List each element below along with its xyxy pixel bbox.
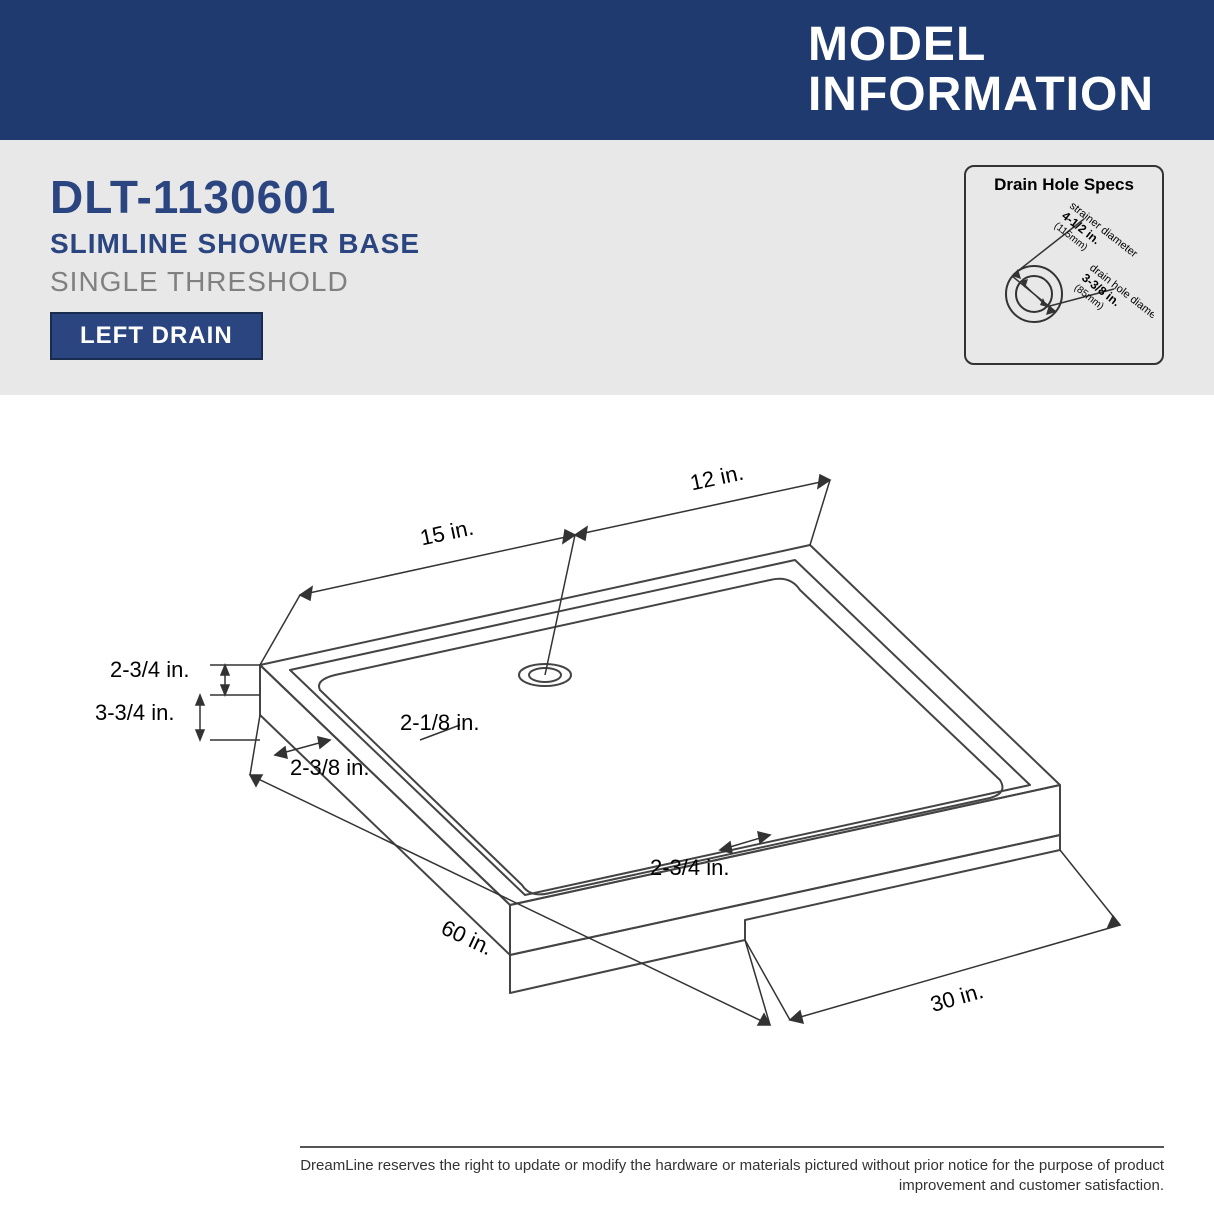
header-line2: INFORMATION: [808, 68, 1154, 121]
dim-3-3-4: 3-3/4 in.: [95, 700, 175, 726]
disclaimer-text: DreamLine reserves the right to update o…: [300, 1146, 1164, 1197]
drain-badge: LEFT DRAIN: [50, 312, 263, 360]
dim-2-3-4-front: 2-3/4 in.: [650, 855, 730, 881]
drain-spec-title: Drain Hole Specs: [974, 175, 1154, 195]
dim-2-3-8: 2-3/8 in.: [290, 755, 370, 781]
header-title: MODEL INFORMATION: [808, 20, 1154, 121]
header-band: MODEL INFORMATION: [0, 0, 1214, 140]
header-line1: MODEL: [808, 18, 986, 71]
drain-spec-box: Drain Hole Specs strainer diameter 4-1/2…: [964, 165, 1164, 365]
dim-2-1-8: 2-1/8 in.: [400, 710, 480, 736]
info-band: DLT-1130601 SLIMLINE SHOWER BASE SINGLE …: [0, 140, 1214, 395]
dim-2-3-4-upper: 2-3/4 in.: [110, 657, 190, 683]
drain-spec-diagram: strainer diameter 4-1/2 in. (115mm) drai…: [974, 199, 1154, 359]
shower-base-drawing: [0, 395, 1214, 1115]
diagram-area: 15 in. 12 in. 2-3/4 in. 3-3/4 in. 2-1/8 …: [0, 395, 1214, 1115]
